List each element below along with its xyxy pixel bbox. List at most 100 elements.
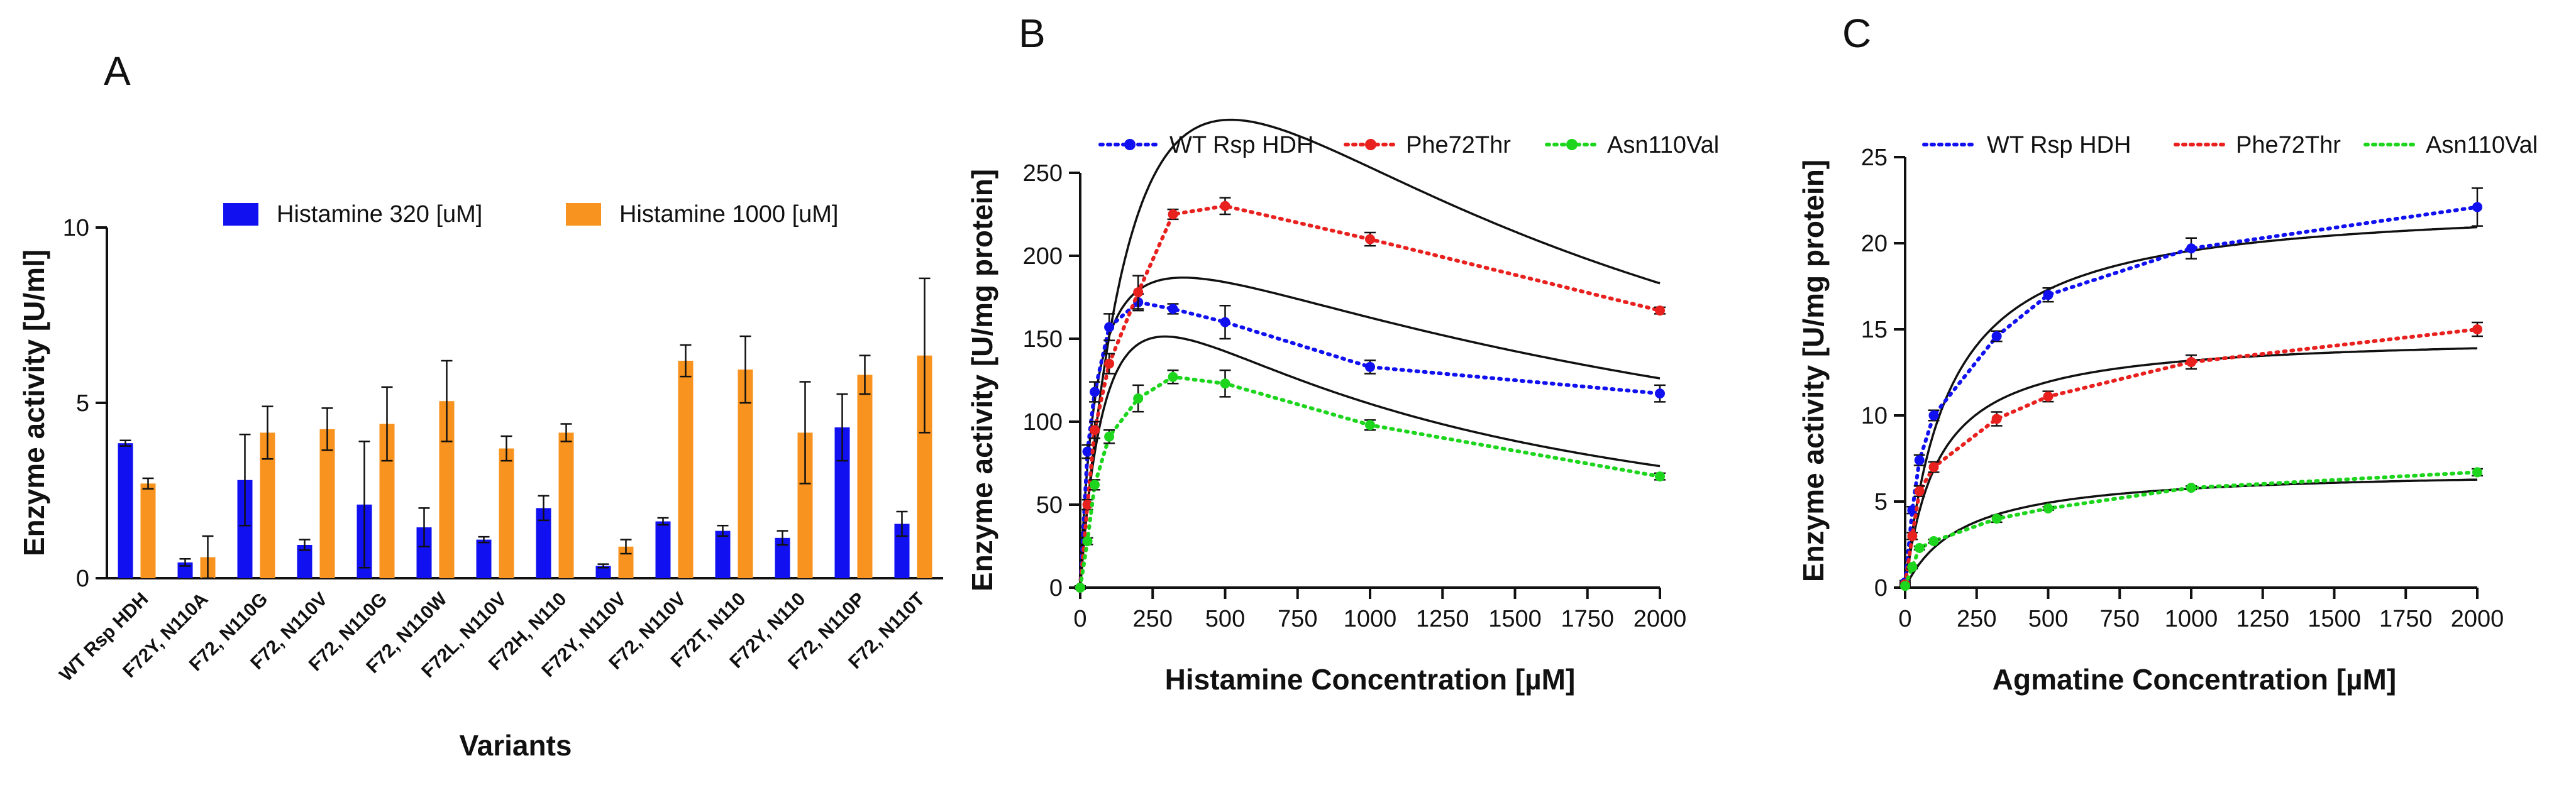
point-phe72thr: [1133, 287, 1144, 298]
kinetics-chart-panel-c: 0 250 500 750 1000 1250 1500 1750 2000 0 5 10 15 20 25…: [1797, 132, 2538, 696]
panel-letter-a: A: [104, 48, 131, 94]
legend-label-histamine-1000: Histamine 1000 [uM]: [619, 201, 839, 228]
point-asn110val: [1090, 480, 1100, 490]
y-tick-label: 10: [63, 215, 89, 241]
point-asn110val: [1928, 536, 1939, 547]
y-tick-label: 0: [76, 566, 89, 592]
point-phe72thr: [1655, 305, 1665, 316]
point-asn110val: [2043, 503, 2054, 513]
legend-label-phe72thr: Phe72Thr: [2236, 132, 2341, 158]
fit-curve-wt-rsp-hdh: [1904, 226, 2478, 588]
point-asn110val: [1900, 581, 1910, 591]
fit-curve-asn110val: [1904, 478, 2478, 588]
x-tick-label: 1000: [1344, 606, 1397, 632]
y-tick-label: 0: [1874, 575, 1888, 601]
series-line-phe72thr: [1078, 204, 1662, 590]
kinetics-chart-panel-b: 0 250 500 750 1000 1250 1500 1750 2000 0 50 100 150 2…: [966, 118, 1719, 696]
point-wt-rsp-hdh: [1991, 331, 2002, 341]
point-phe72thr: [1168, 209, 1178, 219]
y-tick-label: 15: [1861, 317, 1888, 343]
point-phe72thr: [2472, 324, 2482, 334]
bar-histamine-320-um: [715, 530, 731, 578]
x-axis-title: Agmatine Concentration [µM]: [1993, 663, 2396, 696]
point-asn110val: [1082, 536, 1093, 547]
data-series: [1075, 197, 1666, 593]
x-tick-label: 1250: [2236, 606, 2289, 632]
x-tick-label: 1500: [2308, 606, 2361, 632]
x-tick-label: 1000: [2165, 606, 2218, 632]
x-tick-label: 250: [1133, 606, 1173, 632]
bars: [118, 277, 932, 579]
point-phe72thr: [1220, 200, 1230, 211]
point-wt-rsp-hdh: [1090, 387, 1100, 397]
y-tick-label: 25: [1861, 145, 1888, 171]
x-tick-label: 1750: [2379, 606, 2433, 632]
y-tick-label: 100: [1023, 409, 1063, 436]
x-tick-label: 1250: [1416, 606, 1469, 632]
y-tick-label: 50: [1036, 492, 1063, 518]
point-asn110val: [2186, 483, 2196, 493]
legend-label-wt-rsp-hdh: WT Rsp HDH: [1987, 132, 2131, 158]
point-phe72thr: [1907, 530, 1918, 541]
panel-letter-c: C: [1842, 11, 1871, 56]
x-axis-title: Variants: [460, 729, 572, 762]
y-tick-label: 5: [76, 390, 89, 417]
point-wt-rsp-hdh: [1104, 322, 1115, 332]
bar-histamine-320-um: [118, 443, 133, 578]
y-tick-label: 10: [1861, 403, 1888, 429]
x-tick-label: 0: [1898, 606, 1911, 632]
point-wt-rsp-hdh: [2043, 290, 2054, 300]
legend-label-histamine-320: Histamine 320 [uM]: [277, 201, 482, 228]
point-asn110val: [1168, 371, 1178, 382]
y-tick-label: 200: [1023, 243, 1063, 270]
legend-label-asn110val: Asn110Val: [2426, 132, 2538, 158]
point-asn110val: [1655, 471, 1665, 482]
x-tick-label: 0: [1073, 606, 1086, 632]
panel-letter-b: B: [1019, 11, 1046, 56]
point-wt-rsp-hdh: [1365, 361, 1375, 372]
y-axis-title: Enzyme activity [U/mg protein]: [966, 169, 998, 591]
y-axis-ticks: 0 5 10: [63, 215, 107, 592]
legend-swatch-histamine-1000: [566, 203, 601, 226]
bar-histamine-320-um: [595, 566, 611, 578]
series-line-wt-rsp-hdh: [1903, 205, 2479, 584]
legend: WT Rsp HDH Phe72Thr Asn110Val: [1098, 132, 1719, 158]
point-phe72thr: [1365, 234, 1375, 244]
point-phe72thr: [2186, 357, 2196, 368]
legend-marker-asn110val: [1566, 139, 1578, 150]
point-wt-rsp-hdh: [2472, 202, 2482, 212]
point-asn110val: [1220, 378, 1230, 389]
bar-histamine-1000-um: [140, 483, 156, 578]
point-phe72thr: [1104, 358, 1115, 369]
series-line-phe72thr: [1903, 327, 2479, 586]
series-line-asn110val: [1078, 375, 1662, 590]
point-wt-rsp-hdh: [1914, 455, 1925, 466]
legend-marker-wt-rsp-hdh: [1124, 139, 1136, 150]
y-axis-title: Enzyme activity [U/mg protein]: [1797, 160, 1830, 582]
point-phe72thr: [1914, 486, 1925, 496]
legend-label-asn110val: Asn110Val: [1607, 132, 1719, 158]
y-tick-label: 5: [1874, 489, 1888, 515]
point-phe72thr: [1991, 414, 2002, 424]
fit-curve-phe72thr: [1079, 118, 1661, 588]
bar-histamine-1000-um: [738, 369, 753, 578]
x-axis-title: Histamine Concentration [µM]: [1165, 663, 1576, 696]
fit-curve-phe72thr: [1904, 347, 2478, 588]
y-axis-title: Enzyme activity [U/ml]: [18, 250, 50, 556]
bar-histamine-1000-um: [558, 432, 574, 578]
fit-curves: [1079, 118, 1661, 588]
point-wt-rsp-hdh: [1928, 410, 1939, 420]
x-tick-label: 500: [1205, 606, 1245, 632]
axis-ticks: 0 250 500 750 1000 1250 1500 1750 2000 0 50 100 150 2…: [1023, 160, 1687, 632]
point-wt-rsp-hdh: [1907, 505, 1918, 515]
legend: Histamine 320 [uM] Histamine 1000 [uM]: [223, 201, 839, 228]
legend-label-wt-rsp-hdh: WT Rsp HDH: [1169, 132, 1313, 158]
x-tick-label: 750: [2100, 606, 2140, 632]
y-tick-label: 150: [1023, 326, 1063, 353]
fit-curve-asn110val: [1079, 335, 1661, 588]
point-phe72thr: [1082, 500, 1093, 510]
y-tick-label: 20: [1861, 231, 1888, 257]
bar-histamine-1000-um: [499, 448, 514, 578]
point-asn110val: [1075, 583, 1085, 593]
